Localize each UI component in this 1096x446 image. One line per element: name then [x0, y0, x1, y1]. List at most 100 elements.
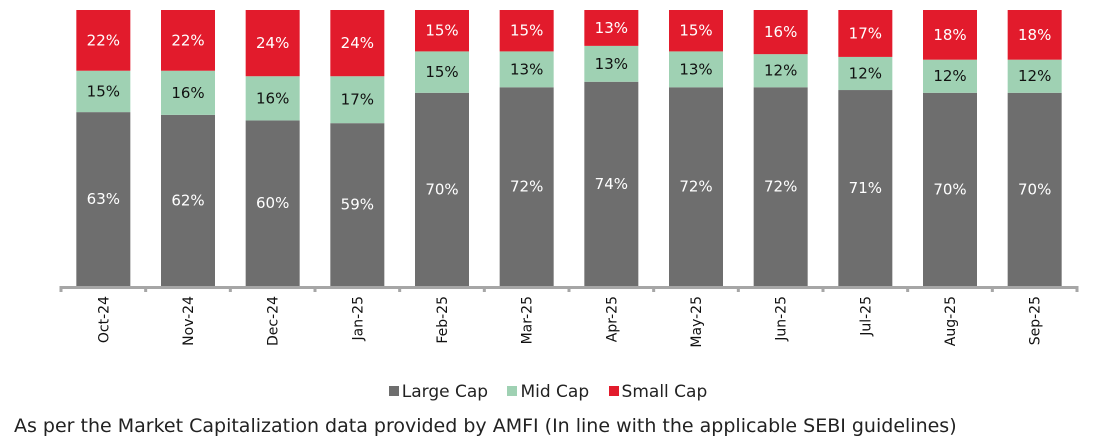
data-label-large-cap-jan-25: 59% — [341, 196, 374, 214]
bar-mid-cap-sep-25 — [1007, 59, 1062, 93]
data-label-mid-cap-may-25: 13% — [679, 60, 712, 78]
data-label-small-cap-dec-24: 24% — [256, 34, 289, 52]
x-tick-label-jul-25: Jul-25 — [858, 296, 874, 337]
data-label-small-cap-feb-25: 15% — [425, 22, 458, 40]
bar-large-cap-jul-25 — [838, 90, 893, 286]
bar-mid-cap-apr-25 — [584, 45, 639, 82]
stacked-bar-chart: 63% 15% 22% 62% 16% 22% 60% 16% 24% 59% 17% 24% 70% 1… — [59, 10, 1079, 348]
bar-large-cap-jun-25 — [753, 87, 808, 286]
bar-small-cap-mar-25 — [499, 10, 554, 52]
x-axis — [59, 286, 1079, 292]
data-label-mid-cap-sep-25: 12% — [1018, 67, 1051, 85]
data-label-large-cap-dec-24: 60% — [256, 194, 289, 212]
x-tick-label-dec-24: Dec-24 — [266, 296, 282, 346]
bar-small-cap-oct-24 — [76, 10, 131, 71]
bar-mid-cap-nov-24 — [161, 70, 215, 115]
data-label-large-cap-sep-25: 70% — [1018, 180, 1051, 198]
bar-large-cap-apr-25 — [584, 81, 639, 286]
data-label-large-cap-jul-25: 71% — [849, 179, 882, 197]
bar-mid-cap-jan-25 — [330, 76, 385, 124]
x-tick-label-nov-24: Nov-24 — [181, 296, 197, 346]
data-label-small-cap-aug-25: 18% — [933, 26, 966, 44]
bar-mid-cap-oct-24 — [76, 70, 131, 113]
bar-mid-cap-jun-25 — [753, 54, 808, 88]
footnote: As per the Market Capitalization data pr… — [14, 415, 957, 437]
bar-small-cap-aug-25 — [923, 10, 977, 60]
data-label-mid-cap-feb-25: 15% — [425, 63, 458, 81]
bar-mid-cap-may-25 — [669, 51, 723, 88]
x-axis-tick — [736, 286, 740, 292]
data-label-mid-cap-jan-25: 17% — [341, 91, 374, 109]
data-label-mid-cap-aug-25: 12% — [933, 67, 966, 85]
bar-mid-cap-aug-25 — [923, 59, 977, 93]
x-tick-label-jun-25: Jun-25 — [774, 296, 790, 342]
x-axis-tick — [144, 286, 148, 292]
legend-item-large-cap: Large Cap — [388, 382, 489, 402]
bars-group: 63% 15% 22% 62% 16% 22% 60% 16% 24% 59% 17% 24% 70% 1… — [76, 10, 1062, 287]
legend-label: Small Cap — [621, 382, 708, 402]
bar-small-cap-sep-25 — [1007, 10, 1062, 60]
legend-swatch-mid-cap — [507, 386, 518, 396]
x-tick-label-may-25: May-25 — [689, 296, 705, 348]
bar-mid-cap-feb-25 — [415, 51, 469, 93]
data-label-small-cap-mar-25: 15% — [510, 22, 543, 40]
bar-large-cap-may-25 — [669, 87, 723, 286]
bar-small-cap-jun-25 — [753, 10, 808, 55]
x-axis-tick — [1075, 286, 1079, 292]
data-label-small-cap-jan-25: 24% — [341, 34, 374, 52]
bar-large-cap-jan-25 — [330, 123, 385, 286]
x-tick-label-sep-25: Sep-25 — [1028, 296, 1044, 345]
data-label-small-cap-sep-25: 18% — [1018, 26, 1051, 44]
legend-label: Large Cap — [401, 382, 489, 402]
data-label-small-cap-nov-24: 22% — [171, 31, 204, 49]
x-tick-label-aug-25: Aug-25 — [943, 296, 959, 346]
data-label-mid-cap-oct-24: 15% — [87, 82, 120, 100]
x-tick-label-jan-25: Jan-25 — [350, 296, 366, 341]
data-label-mid-cap-dec-24: 16% — [256, 89, 289, 107]
bar-large-cap-sep-25 — [1007, 92, 1062, 286]
data-label-mid-cap-jul-25: 12% — [849, 64, 882, 82]
legend-item-small-cap: Small Cap — [608, 382, 708, 402]
data-label-mid-cap-nov-24: 16% — [171, 84, 204, 102]
data-label-large-cap-feb-25: 70% — [425, 180, 458, 198]
data-label-mid-cap-apr-25: 13% — [595, 55, 628, 73]
x-axis-tick — [59, 286, 63, 292]
bar-large-cap-nov-24 — [161, 114, 215, 286]
x-tick-label-apr-25: Apr-25 — [604, 296, 620, 342]
bar-mid-cap-jul-25 — [838, 56, 893, 91]
bar-large-cap-mar-25 — [499, 87, 554, 286]
bar-mid-cap-mar-25 — [499, 51, 554, 88]
data-label-large-cap-mar-25: 72% — [510, 178, 543, 196]
x-tick-label-feb-25: Feb-25 — [435, 296, 451, 344]
bar-small-cap-feb-25 — [415, 10, 469, 52]
bar-small-cap-apr-25 — [584, 10, 639, 46]
data-label-large-cap-apr-25: 74% — [595, 175, 628, 193]
bar-small-cap-nov-24 — [161, 10, 215, 71]
data-label-small-cap-jun-25: 16% — [764, 23, 797, 41]
bar-large-cap-aug-25 — [923, 92, 977, 286]
x-tick-label-oct-24: Oct-24 — [96, 296, 112, 343]
legend-swatch-small-cap — [608, 386, 619, 396]
x-tick-label-mar-25: Mar-25 — [520, 296, 536, 344]
data-label-small-cap-oct-24: 22% — [87, 31, 120, 49]
bar-small-cap-jul-25 — [838, 10, 893, 57]
x-axis-tick — [398, 286, 402, 292]
legend-swatch-large-cap — [388, 386, 399, 396]
x-axis-tick — [567, 286, 571, 292]
x-axis-tick — [313, 286, 317, 292]
x-axis-tick — [906, 286, 910, 292]
x-axis-tick — [652, 286, 656, 292]
data-label-large-cap-oct-24: 63% — [87, 190, 120, 208]
data-label-mid-cap-jun-25: 12% — [764, 62, 797, 80]
bar-large-cap-feb-25 — [415, 92, 469, 286]
bar-mid-cap-dec-24 — [245, 76, 300, 121]
x-tick-labels: Oct-24 Nov-24 Dec-24 Jan-25 Feb-25 Mar-25 Apr-… — [96, 296, 1043, 348]
data-label-small-cap-jul-25: 17% — [849, 24, 882, 42]
legend-label: Mid Cap — [520, 382, 590, 402]
legend-item-mid-cap: Mid Cap — [507, 382, 589, 402]
data-label-large-cap-may-25: 72% — [679, 178, 712, 196]
x-axis-tick — [228, 286, 232, 292]
legend: Large Cap Mid Cap Small Cap — [0, 382, 1096, 402]
bar-large-cap-oct-24 — [76, 112, 131, 287]
x-axis-tick — [482, 286, 486, 292]
